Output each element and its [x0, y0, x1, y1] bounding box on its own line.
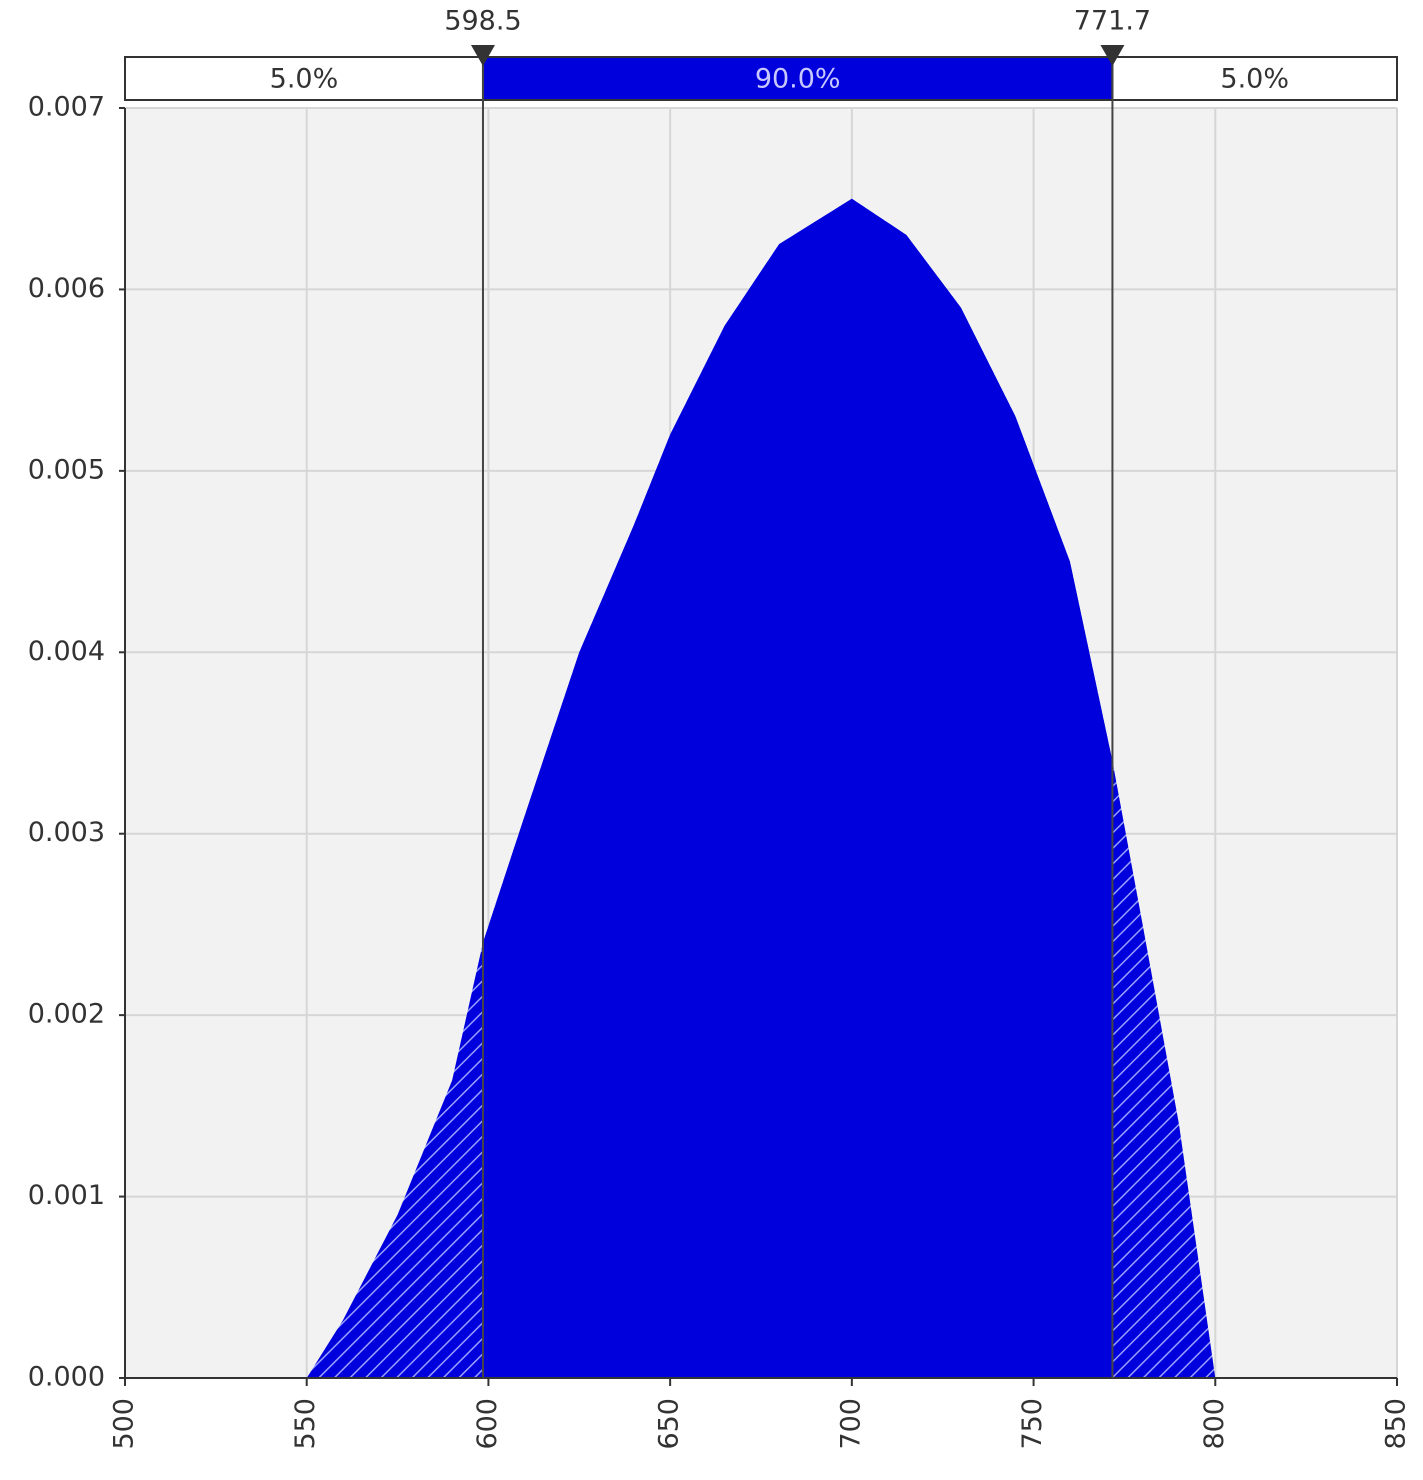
region-label: 90.0%: [755, 64, 841, 95]
region-band: [124, 56, 484, 101]
y-tick-label: 0.001: [28, 1180, 105, 1211]
y-tick-label: 0.000: [28, 1362, 105, 1393]
marker-label: 598.5: [444, 6, 521, 37]
x-tick-label: 750: [1017, 1398, 1048, 1450]
region-label: 5.0%: [270, 64, 339, 95]
y-tick-label: 0.004: [28, 636, 105, 667]
density-center: [482, 198, 1113, 1378]
marker-label: 771.7: [1074, 6, 1151, 37]
x-tick-label: 500: [109, 1398, 140, 1450]
y-tick-label: 0.005: [28, 454, 105, 485]
x-tick-label: 650: [654, 1398, 685, 1450]
x-tick-label: 850: [1381, 1398, 1412, 1450]
x-tick-label: 800: [1199, 1398, 1230, 1450]
y-tick-label: 0.003: [28, 817, 105, 848]
region-label: 5.0%: [1220, 64, 1289, 95]
marker-triangle: [1100, 45, 1125, 66]
y-tick-label: 0.002: [28, 999, 105, 1030]
y-tick-label: 0.007: [28, 92, 105, 123]
y-tick-label: 0.006: [28, 273, 105, 304]
x-tick-label: 600: [472, 1398, 503, 1450]
x-tick-label: 700: [835, 1398, 866, 1450]
marker-triangle: [470, 45, 495, 66]
x-tick-label: 550: [290, 1398, 321, 1450]
region-band: [1111, 56, 1398, 101]
